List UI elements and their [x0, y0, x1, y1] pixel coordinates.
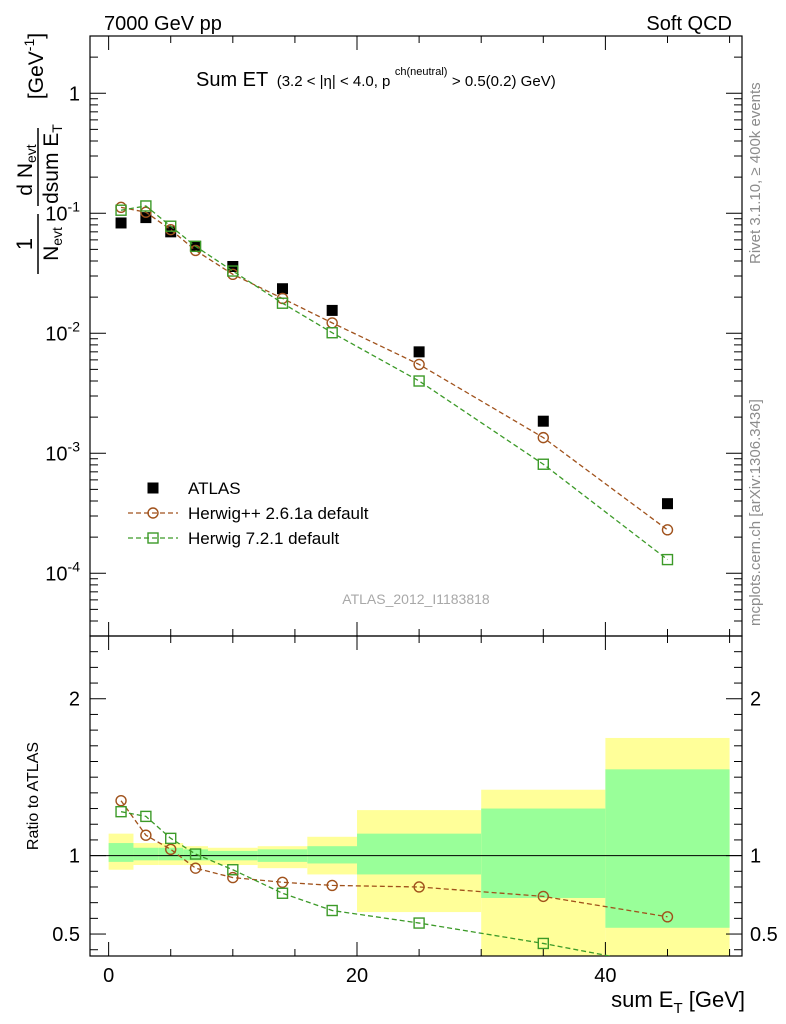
- ratio-y-tick-label: 0.5: [52, 924, 80, 946]
- ratio-point: [165, 832, 177, 845]
- y-tick-label: 10-2: [45, 318, 80, 345]
- ratio-point: [115, 795, 127, 807]
- svg-text:Nevt: Nevt: [40, 227, 65, 261]
- main-series: [115, 200, 674, 566]
- band-inner-bin: [357, 833, 482, 875]
- analysis-id: ATLAS_2012_I1183818: [342, 591, 490, 607]
- data-point: [115, 217, 127, 229]
- data-point: [276, 297, 289, 309]
- ratio-point: [537, 937, 549, 950]
- data-point: [661, 498, 673, 510]
- ratio-point: [165, 843, 177, 856]
- ratio-point: [662, 962, 672, 972]
- legend-label: Herwig 7.2.1 default: [188, 529, 339, 548]
- data-point: [661, 553, 674, 566]
- ratio-point: [227, 871, 239, 884]
- ratio-point: [227, 864, 239, 876]
- data-point: [140, 200, 152, 212]
- ratio-point: [537, 890, 549, 903]
- title-cut-1: (3.2 < |η| < 4.0, p: [277, 73, 391, 90]
- band-inner-bin: [108, 843, 134, 862]
- ratio-point: [413, 917, 425, 929]
- data-point: [326, 327, 338, 339]
- data-point: [115, 204, 127, 216]
- ratio-y-tick-label-right: 1: [750, 846, 761, 868]
- x-tick-label: 0: [103, 965, 114, 987]
- data-point: [413, 358, 425, 371]
- ratio-point: [115, 805, 127, 818]
- title-cut-2: > 0.5(0.2) GeV): [452, 73, 556, 90]
- ratio-y-tick-label: 1: [69, 846, 80, 868]
- band-inner-bin: [605, 769, 730, 928]
- ratio-y-axis-label: Ratio to ATLAS: [25, 742, 42, 850]
- ratio-point: [276, 876, 289, 888]
- ratio-point: [413, 881, 425, 893]
- series-line: [120, 205, 668, 561]
- y-tick-label: 10-3: [45, 438, 80, 465]
- svg-text:d Nevt: d Nevt: [14, 144, 39, 195]
- x-tick-label: 20: [346, 965, 368, 987]
- ratio-uncertainty-bands: [108, 737, 730, 956]
- series-line: [120, 206, 668, 531]
- ratio-panel-frame: [89, 635, 743, 957]
- beam-label: 7000 GeV pp: [104, 13, 222, 35]
- band-inner-bin: [307, 846, 358, 864]
- data-point: [189, 240, 202, 253]
- ratio-y-tick-label: 2: [69, 689, 80, 711]
- data-point: [413, 375, 425, 387]
- ratio-point: [276, 887, 289, 899]
- legend: ATLAS Herwig++ 2.6.1a default Herwig 7.2.1…: [128, 479, 369, 548]
- legend-marker: [147, 507, 159, 519]
- ratio-line: [120, 800, 668, 918]
- mcplots-label: mcplots.cern.ch [arXiv:1306.3436]: [747, 399, 764, 626]
- svg-text:1: 1: [12, 238, 37, 250]
- ratio-series-group: [115, 795, 674, 972]
- ratio-point: [140, 810, 152, 823]
- data-point: [413, 346, 425, 358]
- data-point: [537, 415, 549, 427]
- svg-text:[GeV-1]: [GeV-1]: [21, 33, 48, 99]
- ratio-point: [326, 904, 338, 917]
- title-superscript: ch(neutral): [395, 66, 448, 78]
- band-inner-bin: [183, 849, 208, 861]
- legend-label: Herwig++ 2.6.1a default: [188, 504, 369, 523]
- main-y-axis-label: 1 Nevt d Nevt dsum ET [GeV-1]: [12, 33, 65, 274]
- ratio-y-tick-label-right: 2: [750, 689, 761, 711]
- ratio-point: [140, 829, 152, 841]
- title-main: Sum ET: [196, 69, 268, 91]
- x-tick-label: 40: [594, 965, 616, 987]
- band-inner-bin: [133, 847, 159, 861]
- ratio-point: [189, 862, 202, 874]
- ratio-point: [326, 879, 338, 892]
- data-point: [276, 283, 288, 295]
- band-inner-bin: [481, 808, 606, 898]
- data-point: [537, 431, 549, 444]
- data-point: [227, 265, 239, 277]
- y-tick-label: 10-4: [45, 558, 80, 585]
- legend-label: ATLAS: [188, 479, 241, 498]
- legend-marker: [147, 532, 159, 544]
- category-label: Soft QCD: [646, 13, 732, 35]
- data-point: [140, 206, 152, 218]
- plot-title: Sum ET (3.2 < |η| < 4.0, p ch(neutral) >…: [196, 62, 556, 91]
- x-axis-label: sum ET [GeV]: [611, 987, 745, 1017]
- data-point: [661, 524, 674, 536]
- rivet-version-label: Rivet 3.1.10, ≥ 400k events: [747, 82, 764, 264]
- ratio-point: [189, 848, 202, 860]
- ratio-point: [661, 911, 674, 923]
- ratio-series: [115, 795, 674, 972]
- ratio-line: [120, 811, 614, 956]
- ratio-y-tick-label-right: 0.5: [750, 924, 778, 946]
- legend-marker: [147, 482, 159, 494]
- data-point: [537, 458, 549, 470]
- data-point: [326, 304, 338, 316]
- data-point: [165, 220, 177, 232]
- y-tick-label: 1: [69, 83, 80, 105]
- svg-text:dsum ET: dsum ET: [40, 124, 65, 204]
